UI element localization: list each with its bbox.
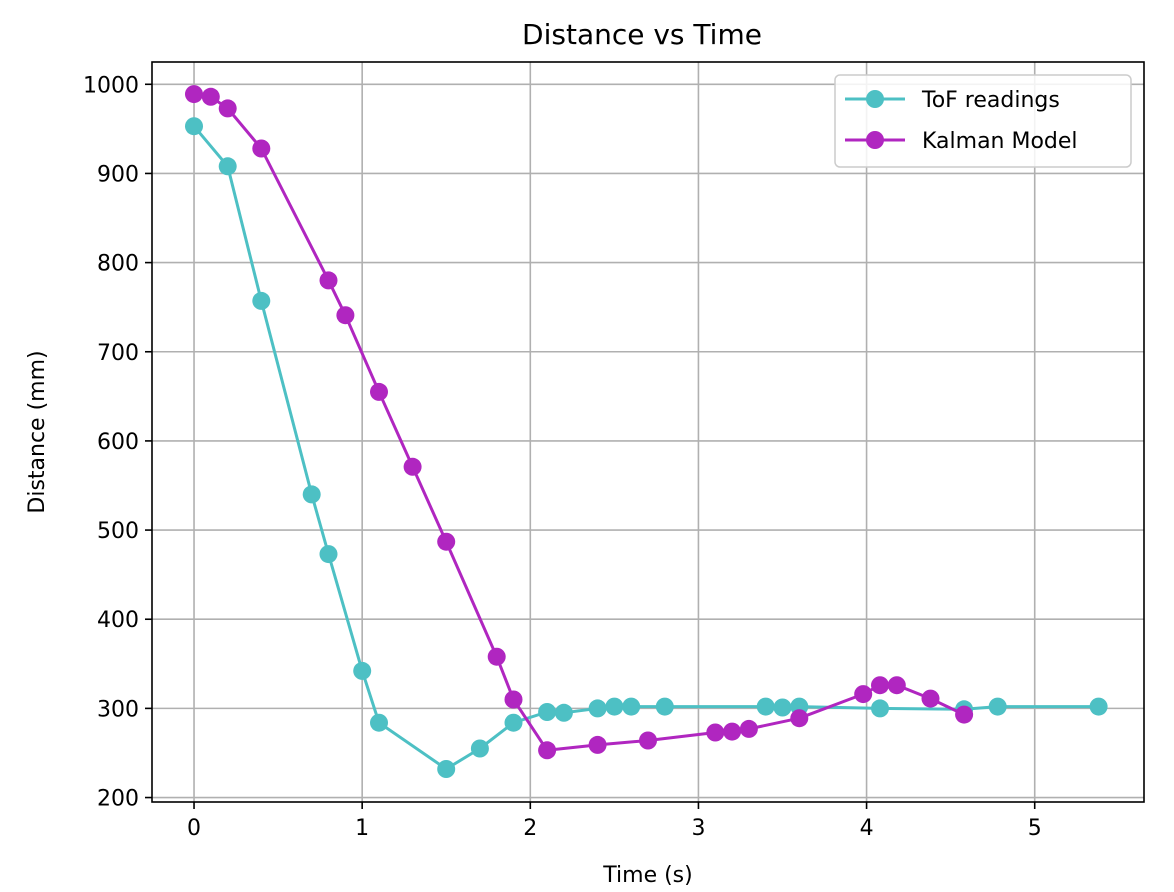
data-point: [538, 703, 557, 721]
data-point: [639, 731, 657, 750]
y-tick-label: 300: [97, 697, 139, 722]
data-point: [185, 117, 203, 136]
x-tick-label: 0: [187, 816, 201, 841]
data-point: [854, 685, 873, 704]
data-point: [871, 699, 889, 718]
x-tick-label: 4: [860, 816, 874, 841]
data-point: [588, 699, 607, 718]
data-point: [887, 676, 906, 695]
y-tick-label: 700: [97, 341, 139, 366]
data-point: [504, 690, 523, 709]
data-point: [353, 661, 372, 680]
data-point: [470, 739, 489, 758]
data-point: [723, 722, 742, 741]
data-point: [252, 139, 271, 158]
data-point: [921, 689, 940, 708]
data-point: [218, 99, 237, 118]
data-point: [955, 705, 974, 724]
data-point: [605, 697, 624, 716]
data-point: [370, 713, 388, 732]
y-tick-label: 400: [97, 608, 139, 633]
series-kalman-model: [185, 85, 974, 760]
y-tick-label: 500: [97, 519, 139, 544]
chart-title: Distance vs Time: [522, 18, 762, 51]
series-layer: [185, 85, 1108, 778]
data-point: [655, 697, 674, 716]
legend: ToF readings Kalman Model: [834, 74, 1132, 168]
data-point: [588, 735, 607, 754]
x-tick-label: 1: [355, 816, 369, 841]
data-point: [988, 697, 1007, 716]
legend-marker-kalman: [866, 131, 884, 149]
data-point: [739, 719, 758, 738]
y-tick-label: 600: [97, 430, 139, 455]
axis-ticks: 0 1 2 3 4 5 200 300 400 500 600 700 800 900 1000: [83, 73, 1042, 841]
y-tick-label: 1000: [83, 73, 139, 98]
data-point: [756, 697, 775, 716]
legend-box: [834, 74, 1132, 168]
data-point: [218, 157, 237, 176]
data-point: [773, 698, 792, 717]
data-point: [319, 545, 338, 564]
data-point: [554, 703, 573, 722]
y-tick-label: 200: [97, 787, 139, 812]
data-point: [622, 697, 641, 716]
x-axis-title: Time (s): [602, 863, 692, 888]
data-point: [185, 85, 203, 104]
legend-marker-tof: [866, 90, 884, 108]
legend-label-tof: ToF readings: [921, 88, 1060, 113]
data-point: [706, 723, 725, 742]
x-tick-label: 2: [523, 816, 537, 841]
data-point: [504, 713, 523, 732]
data-point: [403, 457, 422, 476]
data-point: [437, 532, 456, 551]
data-point: [1089, 697, 1108, 716]
x-tick-label: 3: [691, 816, 705, 841]
plot-frame: [151, 61, 1145, 803]
data-point: [487, 647, 506, 666]
data-point: [201, 87, 220, 106]
y-tick-label: 900: [97, 162, 139, 187]
data-point: [871, 676, 889, 695]
y-axis-title: Distance (mm): [25, 350, 50, 513]
data-point: [437, 760, 456, 778]
data-point: [370, 382, 388, 401]
legend-label-kalman: Kalman Model: [922, 129, 1078, 154]
data-point: [790, 709, 809, 728]
grid-lines: [152, 62, 1144, 802]
data-point: [336, 306, 355, 325]
y-tick-label: 800: [97, 252, 139, 277]
data-point: [302, 485, 321, 504]
data-point: [538, 741, 557, 760]
data-point: [252, 291, 271, 310]
x-tick-label: 5: [1028, 816, 1042, 841]
data-point: [319, 271, 338, 290]
